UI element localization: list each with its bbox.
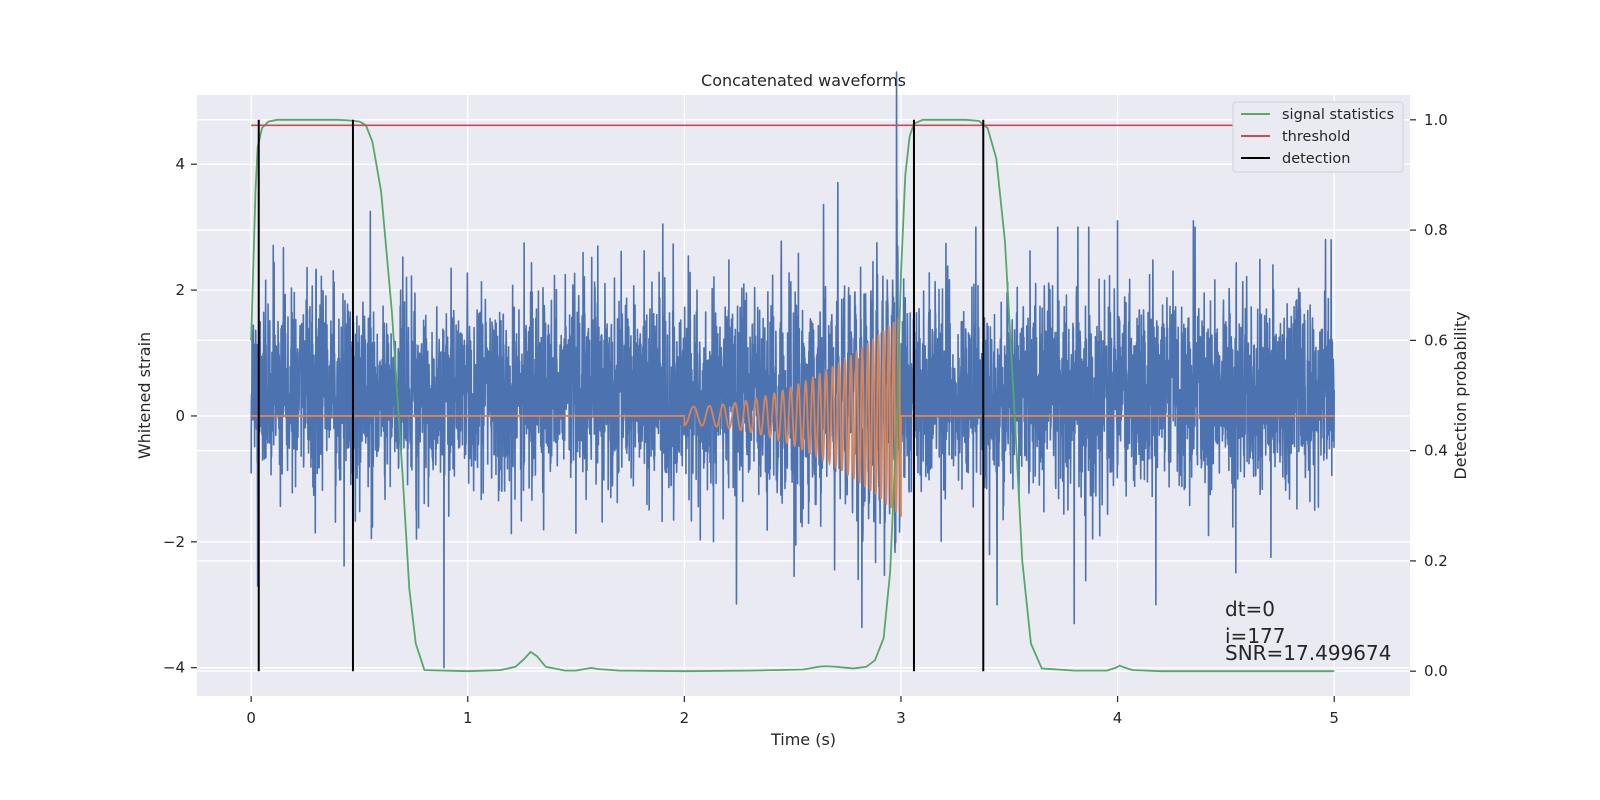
chart-title: Concatenated waveforms	[701, 71, 906, 90]
x-tick-label: 1	[463, 709, 473, 727]
y-right-tick-label: 0.6	[1424, 331, 1448, 349]
injected-signal-series	[251, 317, 1335, 517]
y-right-tick-label: 1.0	[1424, 111, 1448, 129]
annotation-index: i=177	[1225, 624, 1286, 648]
annotation-snr: SNR=17.499674	[1225, 641, 1391, 665]
y-left-tick-label: 4	[175, 155, 185, 173]
grid-lines	[197, 95, 1410, 696]
y-right-tick-label: 0.4	[1424, 442, 1448, 460]
x-axis-label: Time (s)	[770, 730, 836, 749]
axis-ticks: 0 1 2 3 4 5 −4 −2 0 2 4 0.0 0.2 0.4 0.6 0.8 1.0	[163, 111, 1448, 727]
y-left-tick-label: −2	[163, 533, 185, 551]
x-tick-label: 2	[680, 709, 690, 727]
injected-signal-line	[251, 317, 1335, 517]
detection-series	[257, 119, 985, 672]
legend-entry-threshold: threshold	[1282, 129, 1350, 145]
annotation-dt: dt=0	[1225, 597, 1275, 621]
x-tick-label: 5	[1329, 709, 1339, 727]
x-tick-label: 0	[246, 709, 256, 727]
signal-statistics-series	[250, 118, 1335, 673]
legend-box	[1232, 101, 1404, 173]
signal-statistics-line	[250, 118, 1335, 673]
y-left-tick-label: 0	[175, 407, 185, 425]
x-tick-label: 3	[896, 709, 906, 727]
strain-series	[250, 71, 1335, 669]
y-left-tick-label: 2	[175, 281, 185, 299]
y-axis-left-label: Whitened strain	[135, 332, 154, 459]
legend: signal statistics threshold detection	[1232, 101, 1404, 173]
strain-line	[250, 71, 1335, 669]
y-right-tick-label: 0.2	[1424, 552, 1448, 570]
y-axis-right-label: Detection probability	[1451, 311, 1470, 479]
y-right-tick-label: 0.0	[1424, 662, 1448, 680]
x-tick-label: 4	[1113, 709, 1123, 727]
y-left-tick-label: −4	[163, 659, 185, 677]
y-right-tick-label: 0.8	[1424, 221, 1448, 239]
legend-entry-signal-statistics: signal statistics	[1282, 107, 1394, 123]
legend-entry-detection: detection	[1282, 151, 1350, 167]
